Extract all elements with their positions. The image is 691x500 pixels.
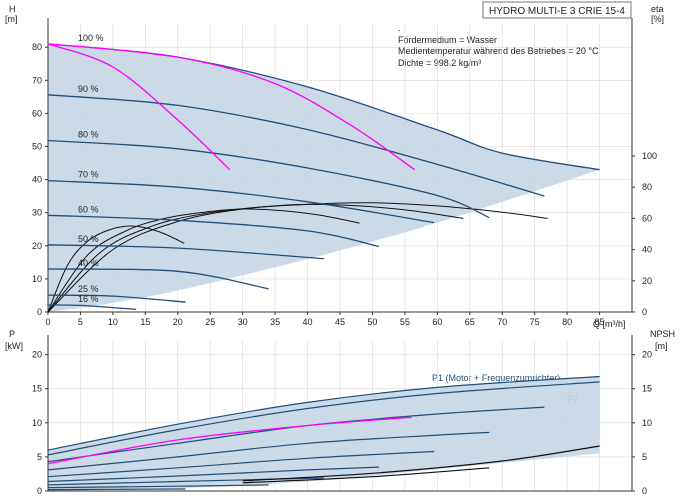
qh-x-tick-label: 60 bbox=[432, 317, 442, 327]
title-block: HYDRO MULTI-E 3 CRIE 15-4 bbox=[482, 1, 632, 19]
qh-eta-label: eta bbox=[651, 4, 664, 14]
qh-left-tick-label: 80 bbox=[32, 42, 42, 52]
qh-right-tick-label: 40 bbox=[642, 245, 652, 255]
qh-y-unit: [m] bbox=[5, 14, 18, 24]
speed-label-8: 16 % bbox=[78, 294, 99, 304]
qh-x-tick-label: 10 bbox=[108, 317, 118, 327]
p-right-tick-label: 0 bbox=[642, 486, 647, 496]
power-curve-3 bbox=[47, 431, 490, 471]
power-curve-7 bbox=[47, 484, 269, 489]
p-left-tick-label: 5 bbox=[37, 452, 42, 462]
note-density: Dichte = 998.2 kg/m³ bbox=[398, 58, 481, 68]
qh-operating-envelope bbox=[48, 43, 600, 313]
qh-x-label: Q [m³/h] bbox=[593, 319, 626, 329]
power-curve-4 bbox=[47, 450, 435, 478]
speed-label-5: 50 % bbox=[78, 234, 99, 244]
npsh-label: NPSH bbox=[650, 329, 675, 339]
note-dot: . bbox=[398, 23, 401, 33]
npsh-curve-1 bbox=[242, 467, 490, 484]
medium-notes: . Fördermedium = Wasser Medientemperatur… bbox=[398, 23, 599, 68]
qh-x-tick-label: 30 bbox=[238, 317, 248, 327]
p-left-tick-label: 10 bbox=[32, 418, 42, 428]
pump-curve-1 bbox=[47, 94, 545, 197]
speed-label-1: 90 % bbox=[78, 84, 99, 94]
efficiency-curve-3 bbox=[47, 225, 185, 313]
qh-right-tick-label: 0 bbox=[642, 307, 647, 317]
qh-x-tick-label: 45 bbox=[335, 317, 345, 327]
note-medium: Fördermedium = Wasser bbox=[398, 35, 497, 45]
p-right-tick-label: 20 bbox=[642, 350, 652, 360]
pump-curve-5 bbox=[47, 244, 324, 260]
qh-left-tick-label: 70 bbox=[32, 75, 42, 85]
note-temperature: Medientemperatur während des Betriebes =… bbox=[398, 46, 599, 56]
limit-curve-1 bbox=[47, 43, 415, 171]
qh-x-tick-label: 75 bbox=[530, 317, 540, 327]
pump-curve-4 bbox=[47, 214, 380, 248]
power-limit-curve-0 bbox=[47, 416, 412, 465]
power-curve-8 bbox=[47, 488, 186, 491]
qh-plot: 0 10 20 30 40 50 60 70 80 0 20 40 60 80 100 0 5 10 15 20 25 3… bbox=[32, 18, 657, 327]
npsh-unit: [m] bbox=[655, 341, 668, 351]
qh-right-tick-label: 20 bbox=[642, 276, 652, 286]
p-left-tick-label: 15 bbox=[32, 384, 42, 394]
qh-x-tick-label: 85 bbox=[595, 317, 605, 327]
speed-label-4: 60 % bbox=[78, 204, 99, 214]
qh-x-tick-label: 35 bbox=[270, 317, 280, 327]
qh-x-tick-label: 70 bbox=[497, 317, 507, 327]
qh-right-tick-label: 60 bbox=[642, 213, 652, 223]
power-curve-1 bbox=[47, 381, 600, 456]
speed-label-2: 80 % bbox=[78, 130, 99, 140]
qh-left-tick-label: 10 bbox=[32, 274, 42, 284]
speed-label-3: 70 % bbox=[78, 170, 99, 180]
limit-curve-0 bbox=[47, 43, 231, 171]
qh-x-tick-label: 5 bbox=[78, 317, 83, 327]
qh-x-tick-label: 80 bbox=[562, 317, 572, 327]
speed-label-7: 25 % bbox=[78, 284, 99, 294]
pump-curve-3 bbox=[47, 179, 435, 224]
pump-curve-6 bbox=[47, 268, 269, 290]
p-operating-envelope bbox=[48, 376, 600, 491]
efficiency-curve-2 bbox=[47, 208, 360, 313]
qh-x-tick-label: 40 bbox=[303, 317, 313, 327]
qh-x-tick-label: 20 bbox=[173, 317, 183, 327]
p1-annotation: P1 (Motor + Frequenzumrichter) bbox=[432, 373, 560, 383]
qh-x-tick-label: 55 bbox=[400, 317, 410, 327]
qh-y-label: H bbox=[9, 4, 16, 14]
qh-left-tick-label: 40 bbox=[32, 175, 42, 185]
pump-curve-8 bbox=[47, 304, 137, 311]
qh-x-tick-label: 50 bbox=[367, 317, 377, 327]
qh-x-tick-label: 25 bbox=[205, 317, 215, 327]
speed-label-6: 40 % bbox=[78, 258, 99, 268]
qh-x-tick-label: 0 bbox=[45, 317, 50, 327]
power-curve-5 bbox=[47, 466, 379, 483]
p-right-tick-label: 10 bbox=[642, 418, 652, 428]
qh-left-tick-label: 0 bbox=[37, 307, 42, 317]
speed-label-0: 100 % bbox=[78, 33, 104, 43]
qh-right-tick-label: 100 bbox=[642, 151, 657, 161]
qh-right-tick-label: 80 bbox=[642, 182, 652, 192]
p-left-tick-label: 0 bbox=[37, 486, 42, 496]
title-frame bbox=[482, 1, 632, 19]
qh-x-tick-label: 15 bbox=[140, 317, 150, 327]
npsh-curve-0 bbox=[242, 445, 600, 482]
p-right-tick-label: 15 bbox=[642, 384, 652, 394]
p-right-tick-label: 5 bbox=[642, 452, 647, 462]
qh-left-tick-label: 30 bbox=[32, 208, 42, 218]
power-plot: 0 5 10 15 20 0 5 10 15 20 bbox=[32, 335, 652, 496]
qh-x-tick-label: 65 bbox=[465, 317, 475, 327]
pump-curve-2 bbox=[47, 139, 490, 219]
qh-left-tick-label: 20 bbox=[32, 241, 42, 251]
qh-eta-unit: [%] bbox=[651, 14, 664, 24]
product-title: HYDRO MULTI-E 3 CRIE 15-4 bbox=[489, 6, 625, 17]
pump-curve-7 bbox=[47, 294, 186, 303]
p-y-unit: [kW] bbox=[5, 341, 23, 351]
p-y-label: P bbox=[9, 329, 15, 339]
qh-left-tick-label: 60 bbox=[32, 108, 42, 118]
power-curve-0 bbox=[47, 375, 600, 451]
qh-left-tick-label: 50 bbox=[32, 141, 42, 151]
p-left-tick-label: 20 bbox=[32, 350, 42, 360]
